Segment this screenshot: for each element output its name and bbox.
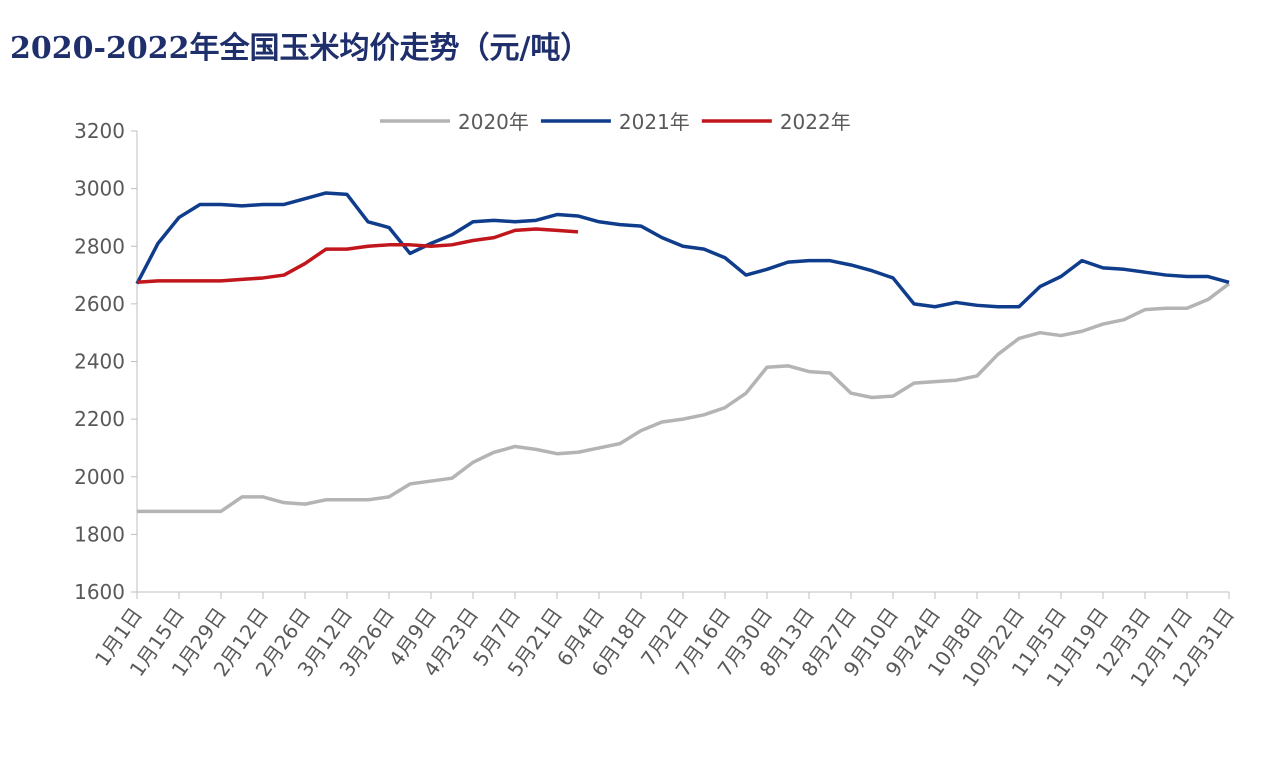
series-line <box>137 282 1231 514</box>
series-line <box>135 191 1230 309</box>
y-tick-label: 3200 <box>74 119 125 143</box>
legend-label: 2021年 <box>619 110 690 134</box>
chart-title: 2020-2022年全国玉米均价走势（元/吨） <box>10 31 590 66</box>
y-tick-label: 2200 <box>74 407 125 431</box>
y-tick-label: 2000 <box>74 465 125 489</box>
legend-label: 2020年 <box>458 110 529 134</box>
legend-label: 2022年 <box>780 110 851 134</box>
y-tick-label: 1800 <box>74 522 125 546</box>
y-tick-label: 3000 <box>74 177 125 201</box>
y-tick-label: 2600 <box>74 292 125 316</box>
series-line <box>136 227 579 285</box>
y-tick-label: 2800 <box>74 234 125 258</box>
y-tick-label: 1600 <box>74 580 125 604</box>
y-tick-label: 2400 <box>74 350 125 374</box>
